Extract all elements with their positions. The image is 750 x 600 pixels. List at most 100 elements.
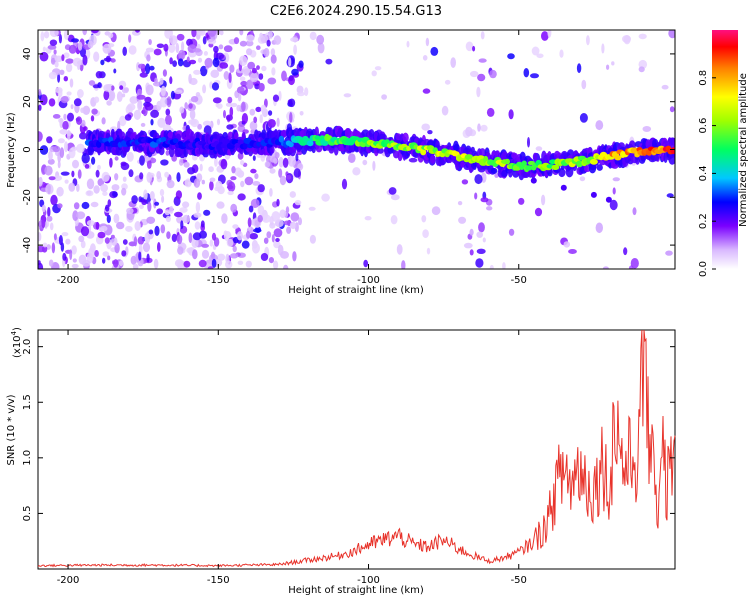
noise-speckle bbox=[120, 161, 127, 167]
noise-speckle bbox=[401, 260, 406, 269]
noise-speckle bbox=[233, 37, 240, 45]
noise-speckle bbox=[131, 195, 138, 204]
ridge-halo bbox=[429, 154, 436, 164]
noise-speckle bbox=[168, 43, 176, 53]
colorbar-gradient bbox=[712, 30, 738, 269]
noise-speckle bbox=[508, 109, 514, 120]
noise-speckle bbox=[422, 55, 428, 61]
noise-speckle bbox=[630, 258, 639, 269]
noise-speckle bbox=[165, 150, 170, 156]
noise-speckle bbox=[114, 242, 120, 254]
heatmap-x-ticks: -200 -150 -100 -50 bbox=[57, 30, 527, 286]
noise-speckle bbox=[81, 119, 86, 128]
noise-speckle bbox=[218, 44, 224, 50]
noise-speckle bbox=[219, 30, 224, 36]
noise-speckle bbox=[278, 90, 282, 101]
noise-speckle bbox=[178, 49, 186, 61]
noise-speckle bbox=[97, 231, 106, 239]
noise-speckle bbox=[95, 71, 103, 79]
noise-speckle bbox=[192, 232, 202, 241]
noise-speckle bbox=[465, 41, 474, 52]
noise-speckle bbox=[106, 214, 111, 224]
noise-speckle bbox=[183, 161, 190, 168]
noise-speckle bbox=[42, 46, 47, 52]
noise-speckle bbox=[216, 118, 221, 126]
noise-speckle bbox=[486, 206, 493, 211]
noise-speckle bbox=[145, 63, 151, 75]
noise-speckle bbox=[220, 158, 228, 170]
noise-speckle bbox=[154, 225, 160, 236]
noise-speckle bbox=[249, 108, 256, 116]
noise-speckle bbox=[230, 253, 239, 259]
noise-speckle bbox=[282, 157, 289, 168]
noise-speckle bbox=[188, 59, 197, 65]
ridge-core bbox=[464, 154, 474, 160]
noise-speckle bbox=[586, 35, 590, 46]
noise-speckle bbox=[259, 32, 263, 39]
noise-speckle bbox=[121, 187, 127, 196]
noise-speckle bbox=[297, 163, 304, 171]
noise-speckle bbox=[204, 57, 213, 68]
ridge-core bbox=[420, 148, 427, 156]
x-tick-label: -200 bbox=[57, 275, 80, 286]
noise-speckle bbox=[47, 206, 51, 218]
noise-speckle bbox=[68, 147, 76, 159]
noise-speckle bbox=[465, 126, 473, 137]
noise-speckle bbox=[609, 199, 618, 211]
noise-speckle bbox=[489, 69, 497, 79]
noise-speckle bbox=[536, 53, 544, 59]
ridge-core bbox=[288, 141, 294, 148]
noise-speckle bbox=[245, 40, 254, 47]
colorbar-tick-label: 0.6 bbox=[698, 118, 709, 134]
noise-speckle bbox=[372, 160, 376, 171]
noise-speckle bbox=[59, 129, 68, 135]
noise-speckle bbox=[102, 251, 110, 257]
noise-speckle bbox=[133, 236, 138, 247]
noise-speckle bbox=[240, 180, 245, 188]
noise-speckle bbox=[137, 236, 145, 245]
noise-speckle bbox=[135, 30, 140, 33]
noise-speckle bbox=[48, 98, 56, 107]
noise-speckle bbox=[242, 65, 251, 77]
noise-speckle bbox=[192, 48, 202, 53]
noise-speckle bbox=[140, 122, 146, 127]
snr-frame bbox=[37, 329, 676, 570]
noise-speckle bbox=[144, 96, 152, 104]
noise-speckle bbox=[430, 46, 439, 56]
noise-speckle bbox=[276, 198, 280, 207]
noise-speckle bbox=[114, 156, 119, 161]
noise-speckle bbox=[288, 98, 296, 108]
noise-speckle bbox=[121, 250, 127, 257]
noise-speckle bbox=[93, 185, 100, 194]
noise-speckle bbox=[290, 212, 300, 222]
noise-speckle bbox=[237, 193, 246, 201]
noise-speckle bbox=[156, 171, 162, 180]
noise-speckle bbox=[623, 247, 628, 256]
noise-speckle bbox=[257, 214, 263, 223]
noise-speckle bbox=[298, 217, 302, 226]
noise-speckle bbox=[146, 54, 151, 62]
noise-speckle bbox=[53, 49, 57, 55]
noise-speckle bbox=[295, 153, 299, 162]
noise-speckle bbox=[283, 264, 289, 269]
x-tick-label: -50 bbox=[511, 275, 527, 286]
noise-speckle bbox=[107, 199, 112, 207]
noise-speckle bbox=[249, 121, 258, 131]
noise-speckle bbox=[186, 56, 190, 63]
noise-speckle bbox=[72, 210, 79, 222]
x-tick-label: -100 bbox=[357, 275, 380, 286]
noise-speckle bbox=[236, 86, 245, 94]
noise-speckle bbox=[176, 234, 183, 245]
noise-speckle bbox=[478, 222, 485, 233]
noise-speckle bbox=[50, 194, 58, 206]
noise-speckle bbox=[523, 68, 530, 78]
y-tick-label: 0 bbox=[22, 146, 33, 152]
noise-speckle bbox=[229, 64, 235, 73]
noise-speckle bbox=[73, 98, 82, 107]
noise-speckle bbox=[44, 165, 53, 176]
ridge-core bbox=[278, 135, 285, 143]
noise-speckle bbox=[197, 123, 203, 130]
noise-speckle bbox=[187, 181, 192, 186]
noise-speckle bbox=[114, 173, 119, 181]
